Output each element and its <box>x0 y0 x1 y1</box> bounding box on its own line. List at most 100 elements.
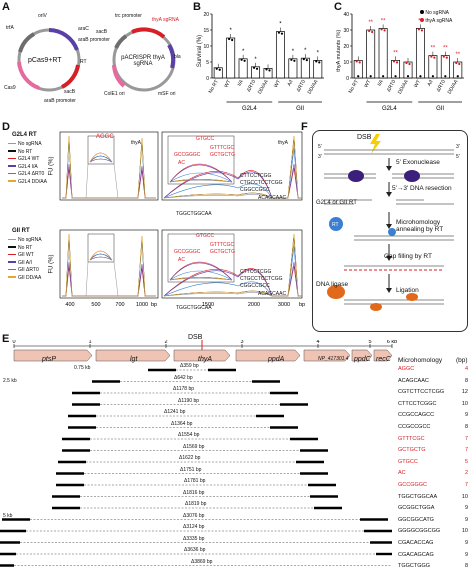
inset-connector <box>85 163 89 199</box>
data-point <box>290 58 293 61</box>
trace <box>62 163 156 199</box>
inset-connector <box>85 261 89 297</box>
panelD-ylabel-bottom: FU (%) <box>48 254 55 274</box>
deletion-label: Δ1781 bp <box>184 478 206 484</box>
data-point <box>318 61 321 64</box>
data-point <box>268 69 271 72</box>
gene-label-np: NP_417301.4 <box>318 356 349 362</box>
legend-item: GII ΔRT0 <box>8 268 42 273</box>
mech-step-annealing: Microhomology annealing by RT <box>396 219 444 233</box>
peak-label: CTTCCTCGG <box>240 269 272 275</box>
legend-no-sgrna: No sgRNA <box>425 10 450 16</box>
data-point <box>315 60 318 63</box>
significance-star: * <box>304 48 307 54</box>
y-tick-label: 30 <box>343 28 349 34</box>
panel-label-f: F <box>301 121 308 133</box>
gene-arrow <box>235 349 301 362</box>
bar <box>288 58 298 79</box>
deletion-label: Δ359 bp <box>180 363 199 369</box>
panelD-title2: GII RT <box>12 228 30 234</box>
mech-step-exonuclease: 5' Exonuclease <box>396 159 440 166</box>
plot-frame-left <box>59 229 159 299</box>
bar <box>440 55 450 79</box>
y-tick-label: 20 <box>343 44 349 50</box>
legend-text: G2L4 I/A <box>18 163 38 170</box>
microhomology-bp: 9 <box>464 505 468 512</box>
microhomology-seq: CGTCTTCCTCGG <box>398 389 445 396</box>
x-tick-label: A/I <box>286 79 294 87</box>
peak-label: AC <box>178 160 185 166</box>
electropherogram-gii: 0501004005007001000bp150020003000bp <box>58 229 305 308</box>
inset-connector <box>113 261 119 297</box>
deletion-label: Δ3076 bp <box>183 512 205 519</box>
legend-swatch <box>8 253 16 256</box>
microhomology-seq: AC <box>398 470 406 477</box>
peak-label: AC <box>178 257 185 263</box>
inset <box>167 135 235 185</box>
deletion-label: Δ1569 bp <box>183 443 205 450</box>
microhomology-bp: 7 <box>464 447 468 454</box>
data-point <box>442 55 445 58</box>
chartC-ylabel: thyA mutants (%) <box>336 29 343 72</box>
data-point <box>368 29 371 33</box>
data-point <box>277 31 281 34</box>
legend-text: No RT <box>18 244 33 251</box>
microhomology-bp: 12 <box>461 389 468 396</box>
deletion-label: Δ1554 bp <box>178 432 200 438</box>
data-point <box>255 67 259 70</box>
data-point <box>355 60 358 63</box>
microhomology-seq: CCGCCAGCC <box>398 412 435 419</box>
microhomology-bp: 10 <box>461 400 468 407</box>
x-tick-label: DD/AA <box>257 78 270 95</box>
data-point <box>445 56 448 59</box>
x-tick-label: 400 <box>65 302 74 308</box>
plot-frame-left <box>59 131 159 201</box>
data-point <box>405 61 408 65</box>
microhomology-seq: GCCGGGC <box>398 482 428 488</box>
data-point <box>455 61 458 65</box>
panel-label-c: C <box>334 1 342 13</box>
plasmid2-label: bla <box>174 54 181 60</box>
bar <box>251 66 261 79</box>
x-tick-label: bp <box>151 302 157 308</box>
mech-step-gapfill: Gap filling by RT <box>384 253 432 260</box>
microhomology-row: GGGGCGGCGG 10 <box>398 528 472 535</box>
plasmid-maps <box>17 27 176 92</box>
deletion-label: Δ3636 bp <box>184 547 206 553</box>
deletion-label: Δ3124 bp <box>183 524 205 530</box>
legend-item: G2L4 WT <box>8 157 47 162</box>
microhomology-row: CCGCCGCC 8 <box>398 424 472 431</box>
microhomology-row: CGACACCAG 9 <box>398 540 472 547</box>
data-point <box>357 75 360 78</box>
inset <box>167 233 235 283</box>
group-label: GII <box>296 106 304 112</box>
microhomology-row: TGGCTGGG 8 <box>398 563 472 570</box>
plot-frame-right <box>161 229 303 299</box>
trace <box>62 167 156 199</box>
inset-trace <box>169 179 233 183</box>
microhomology-seq: GGGGCGGCGG <box>398 528 441 535</box>
scale-label: 0 <box>12 340 15 345</box>
x-tick-label: DD/AA <box>307 78 320 95</box>
x-tick-label: A/I <box>426 79 434 87</box>
plasmid2-label: thyA sgRNA <box>152 17 179 23</box>
data-point <box>228 37 231 41</box>
plasmid1-label: trfA <box>6 25 14 31</box>
deletion-label: Δ3335 bp <box>183 535 205 542</box>
inset-trace <box>89 250 113 261</box>
mechanism-diagram <box>324 134 454 311</box>
x-tick-label: WT <box>363 79 372 89</box>
size-label: 0.75 kb <box>74 365 91 371</box>
group-label: G2L4 <box>382 106 397 112</box>
mechanism-box <box>312 130 468 332</box>
inset-trace <box>169 277 233 281</box>
microhomology-seq: ACAGCAAC <box>398 377 429 384</box>
significance-star: * <box>279 22 282 28</box>
deletion-label: Δ1819 bp <box>185 501 207 507</box>
legend-item: No sgRNA <box>8 142 47 147</box>
y-tick-label: 10 <box>203 44 209 50</box>
microhomology-row: AGGC 4 <box>398 366 472 373</box>
peak-label: CGGCCGCC <box>240 283 270 289</box>
legend-text: No sgRNA <box>18 237 42 243</box>
inset-trace <box>89 158 113 163</box>
